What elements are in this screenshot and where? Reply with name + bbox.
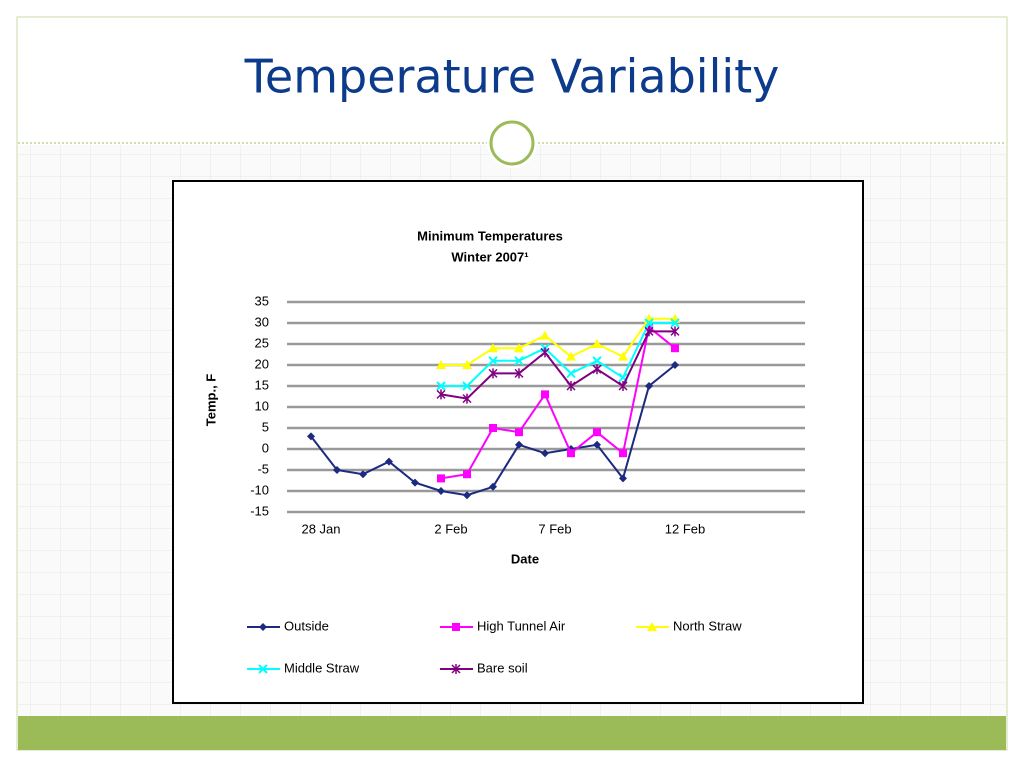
data-point xyxy=(436,381,446,391)
chart-subtitle: Winter 2007¹ xyxy=(451,249,528,264)
data-point xyxy=(307,432,315,441)
y-tick-label: 15 xyxy=(255,377,269,392)
data-point xyxy=(540,330,550,340)
data-point xyxy=(671,361,679,369)
data-point xyxy=(670,326,680,337)
data-point xyxy=(359,470,367,479)
data-point xyxy=(514,368,524,379)
data-point xyxy=(436,360,446,369)
x-axis-label: Date xyxy=(511,551,539,566)
series-line xyxy=(440,325,676,480)
data-point xyxy=(437,487,445,495)
data-point xyxy=(592,364,602,375)
legend-marker xyxy=(647,622,657,631)
data-point xyxy=(385,457,393,466)
series-line xyxy=(441,317,675,366)
data-point xyxy=(592,339,602,348)
y-tick-label: 30 xyxy=(255,314,269,329)
data-point xyxy=(644,326,654,337)
data-point xyxy=(670,318,680,328)
data-point xyxy=(566,381,576,391)
footer-band xyxy=(18,716,1006,750)
data-point xyxy=(488,368,498,379)
y-tick-label: -15 xyxy=(250,503,269,518)
y-tick-label: 0 xyxy=(262,440,269,455)
data-point xyxy=(541,449,549,458)
slide-title: Temperature Variability xyxy=(244,50,780,104)
y-tick-label: 20 xyxy=(255,356,269,371)
y-tick-label: -10 xyxy=(250,482,269,497)
data-point xyxy=(411,478,419,487)
legend-marker xyxy=(452,623,460,631)
data-point xyxy=(436,389,446,400)
data-point xyxy=(514,343,524,353)
data-point xyxy=(566,351,576,361)
legend-label: High Tunnel Air xyxy=(477,618,566,633)
data-point xyxy=(489,424,497,432)
data-point xyxy=(619,449,627,458)
data-point xyxy=(488,356,498,366)
data-point xyxy=(644,318,654,328)
data-point xyxy=(489,482,497,491)
data-point xyxy=(593,428,601,437)
legend-marker xyxy=(451,664,461,674)
chart-title: Minimum Temperatures xyxy=(417,228,563,243)
y-tick-label: 35 xyxy=(255,293,269,308)
data-point xyxy=(515,440,523,449)
data-point xyxy=(645,382,653,390)
legend-label: North Straw xyxy=(673,618,742,633)
x-tick-label: 2 Feb xyxy=(434,521,467,536)
data-point xyxy=(671,344,679,353)
data-point xyxy=(462,360,472,369)
y-tick-label: -5 xyxy=(257,461,269,476)
data-point xyxy=(463,470,471,479)
data-point xyxy=(618,381,628,391)
ornament xyxy=(489,120,535,166)
legend-marker xyxy=(258,664,268,674)
data-point xyxy=(514,356,524,366)
y-axis-label: Temp., F xyxy=(203,374,218,427)
data-point xyxy=(462,393,472,404)
y-tick-label: 25 xyxy=(255,335,269,350)
data-point xyxy=(541,390,549,399)
legend-label: Middle Straw xyxy=(284,660,360,675)
data-point xyxy=(592,356,602,366)
data-point xyxy=(515,428,523,437)
legend-label: Outside xyxy=(284,618,329,633)
series-line xyxy=(441,322,675,387)
x-tick-label: 28 Jan xyxy=(301,521,340,536)
data-point xyxy=(618,351,628,361)
data-point xyxy=(488,343,498,353)
y-tick-label: 5 xyxy=(262,419,269,434)
x-tick-label: 7 Feb xyxy=(538,521,571,536)
data-point xyxy=(463,491,471,500)
x-tick-label: 12 Feb xyxy=(665,521,705,536)
data-point xyxy=(540,347,550,358)
data-point xyxy=(437,474,445,483)
data-point xyxy=(619,474,627,483)
data-point xyxy=(593,440,601,449)
data-point xyxy=(333,466,341,474)
legend-marker xyxy=(259,623,267,631)
y-tick-label: 10 xyxy=(255,398,269,413)
data-point xyxy=(462,381,472,391)
data-point xyxy=(567,449,575,458)
series-line xyxy=(440,330,675,400)
legend-label: Bare soil xyxy=(477,660,528,675)
data-point xyxy=(566,368,576,379)
